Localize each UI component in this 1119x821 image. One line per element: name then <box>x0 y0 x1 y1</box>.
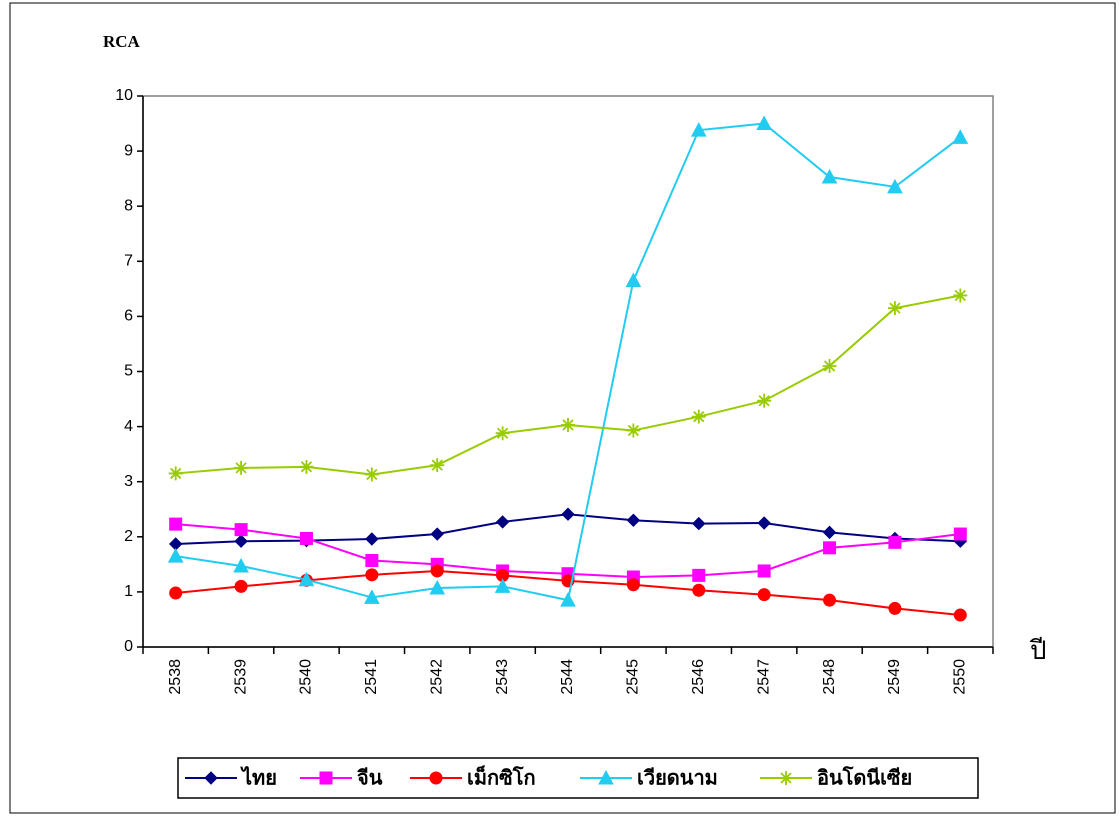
legend-marker <box>598 769 614 785</box>
marker-star <box>234 460 249 475</box>
marker-diamond <box>626 513 641 527</box>
y-tick-label: 4 <box>124 418 133 435</box>
marker-triangle <box>887 178 903 194</box>
marker-diamond <box>234 534 248 548</box>
y-axis-label: RCA <box>103 32 141 51</box>
marker-star <box>495 426 510 441</box>
x-tick-label: 2545 <box>625 659 642 695</box>
x-tick-label: 2541 <box>363 659 380 695</box>
legend-marker <box>319 771 333 785</box>
marker-triangle <box>690 122 707 137</box>
marker-diamond <box>430 527 444 541</box>
marker-star <box>430 458 445 473</box>
marker-star <box>364 467 379 482</box>
marker-star <box>561 417 575 432</box>
legend-label: เวียดนาม <box>637 766 718 789</box>
x-tick-label: 2548 <box>821 659 838 695</box>
x-tick-label: 2540 <box>298 659 315 695</box>
marker-circle <box>626 578 640 592</box>
marker-circle <box>365 568 379 582</box>
legend-marker <box>204 771 218 785</box>
marker-star <box>757 393 772 408</box>
legend-marker <box>429 771 443 785</box>
x-tick-label: 2549 <box>886 659 903 695</box>
legend-label: ไทย <box>240 765 277 789</box>
marker-star <box>691 409 706 424</box>
y-tick-label: 0 <box>124 638 133 655</box>
marker-square <box>299 531 313 545</box>
legend-label: จีน <box>357 766 383 789</box>
x-tick-label: 2544 <box>559 659 576 695</box>
marker-square <box>692 568 706 582</box>
x-axis-label: ปี <box>1029 635 1047 665</box>
marker-square <box>234 523 248 537</box>
marker-circle <box>888 601 902 615</box>
x-tick-label: 2550 <box>952 659 969 695</box>
marker-circle <box>823 593 837 607</box>
marker-triangle <box>167 548 184 563</box>
marker-triangle <box>429 579 446 595</box>
y-tick-label: 3 <box>124 473 133 490</box>
y-tick-label: 10 <box>115 87 133 104</box>
y-tick-label: 9 <box>124 142 133 159</box>
marker-diamond <box>822 525 837 540</box>
chart-frame <box>9 2 1116 814</box>
marker-triangle <box>756 115 772 131</box>
marker-circle <box>234 579 248 593</box>
x-tick-label: 2543 <box>494 659 511 695</box>
marker-star <box>953 288 968 303</box>
marker-circle <box>757 588 771 602</box>
marker-square <box>823 541 837 555</box>
marker-triangle <box>821 168 838 184</box>
marker-triangle <box>952 129 969 144</box>
marker-diamond <box>365 532 379 546</box>
marker-star <box>626 423 641 438</box>
marker-circle <box>430 564 444 578</box>
marker-circle <box>953 608 967 622</box>
marker-triangle <box>560 592 576 607</box>
marker-square <box>169 517 183 531</box>
marker-triangle <box>625 272 642 288</box>
legend-label: อินโดนีเซีย <box>817 765 912 789</box>
marker-star <box>299 459 314 474</box>
marker-star <box>168 466 183 481</box>
marker-circle <box>169 586 183 600</box>
marker-triangle <box>233 557 249 573</box>
marker-diamond <box>561 507 575 521</box>
plot-area <box>142 95 994 648</box>
marker-square <box>365 553 379 567</box>
x-tick-label: 2538 <box>167 659 184 695</box>
marker-star <box>822 358 837 373</box>
y-tick-label: 6 <box>124 308 133 325</box>
x-tick-label: 2542 <box>428 659 445 695</box>
marker-star <box>887 301 902 316</box>
x-tick-label: 2539 <box>232 659 249 695</box>
x-tick-label: 2546 <box>690 659 707 695</box>
x-tick-label: 2547 <box>755 659 772 695</box>
y-tick-label: 1 <box>124 583 133 600</box>
marker-triangle <box>364 589 380 604</box>
marker-triangle <box>298 571 315 587</box>
marker-triangle <box>494 578 511 593</box>
marker-square <box>888 535 902 549</box>
y-tick-label: 5 <box>124 363 133 380</box>
marker-diamond <box>757 516 771 530</box>
marker-diamond <box>692 516 706 531</box>
legend-marker <box>779 771 793 785</box>
marker-square <box>757 564 771 578</box>
marker-circle <box>692 583 706 597</box>
y-tick-label: 2 <box>124 528 133 545</box>
marker-square <box>953 527 967 541</box>
series-line <box>175 122 961 602</box>
marker-diamond <box>495 515 510 529</box>
y-tick-label: 7 <box>124 253 133 270</box>
series-line <box>175 294 961 476</box>
legend-label: เม็กซิโก <box>467 764 536 789</box>
y-tick-label: 8 <box>124 197 133 214</box>
